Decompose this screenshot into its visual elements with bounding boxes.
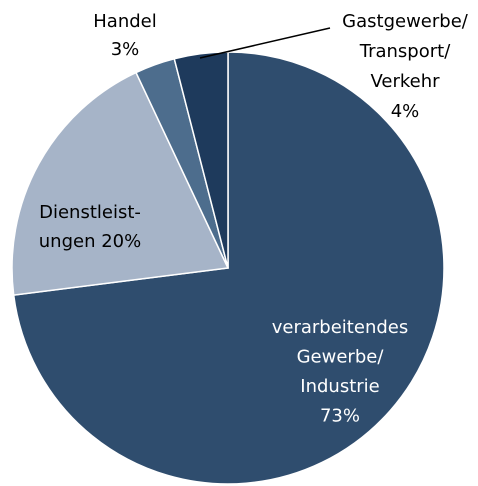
- value-label: 20%: [101, 231, 141, 252]
- label-line: ungen: [39, 231, 101, 252]
- slice-label: Gastgewerbe/Transport/Verkehr 4%: [342, 11, 469, 122]
- label-line: Industrie: [300, 376, 379, 397]
- label-line: Transport/: [359, 41, 451, 62]
- slice-label: Dienstleist-ungen 20%: [39, 202, 141, 252]
- value-label: 4%: [391, 101, 420, 122]
- label-line: Gastgewerbe/: [342, 11, 469, 32]
- label-line: verarbeitendes: [272, 317, 408, 338]
- slice-label: Handel 3%: [93, 11, 156, 60]
- slice-label: verarbeitendes Gewerbe/Industrie 73%: [272, 317, 408, 427]
- label-line: Gewerbe/: [297, 347, 385, 368]
- pie-slice: [12, 51, 445, 485]
- leader-line: [199, 27, 331, 59]
- value-label: 73%: [320, 406, 360, 427]
- value-label: 3%: [111, 39, 140, 60]
- label-line: Dienstleist-: [39, 202, 141, 223]
- pie-slice: [11, 71, 230, 296]
- label-line: Verkehr: [370, 71, 440, 92]
- label-line: Handel: [93, 11, 156, 32]
